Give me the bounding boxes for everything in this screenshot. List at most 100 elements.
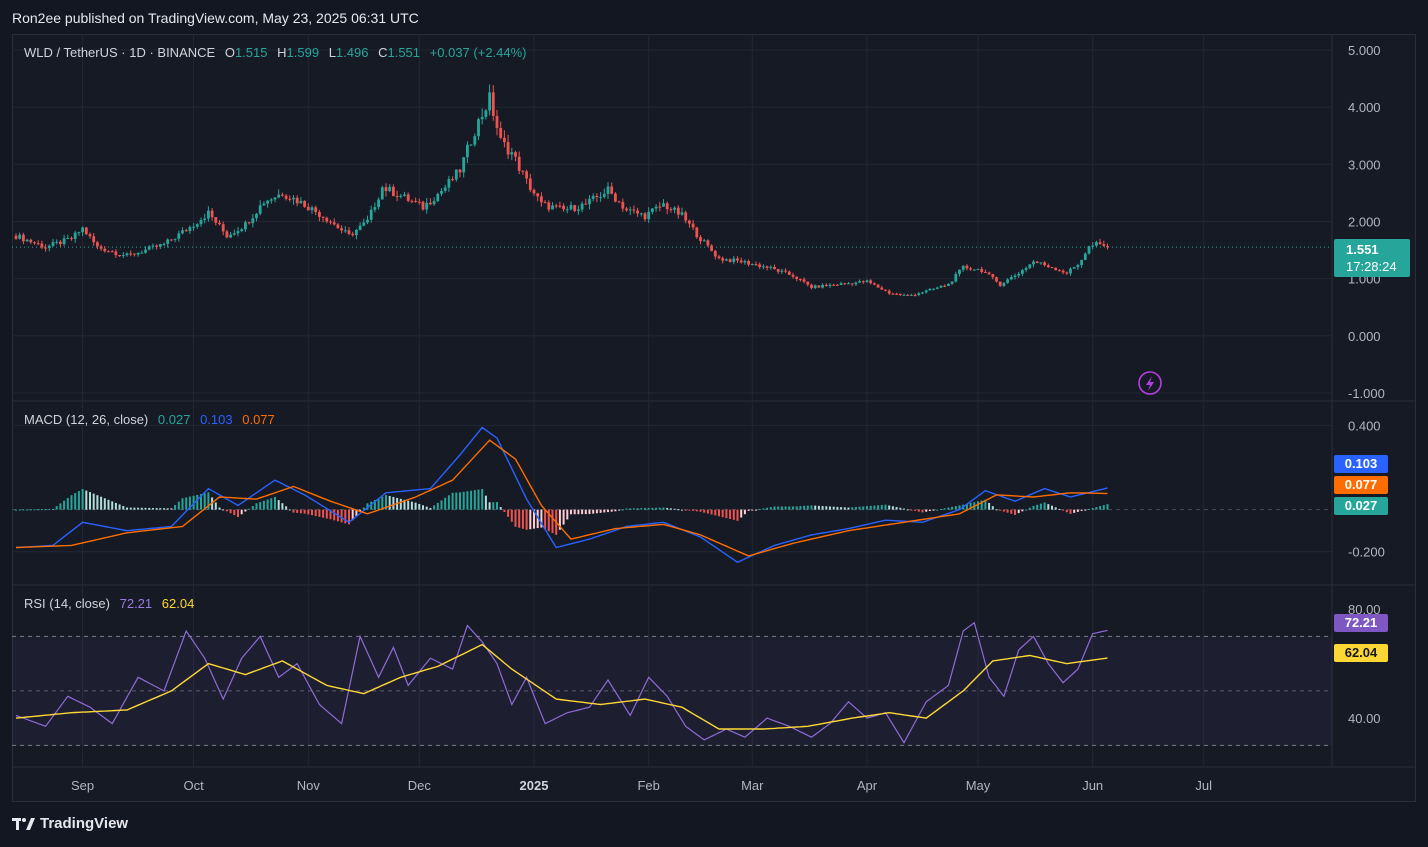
candle-body: [288, 198, 292, 200]
candle-body: [454, 169, 458, 180]
price-y-tick-label: -1.000: [1348, 386, 1385, 401]
candle-body: [133, 253, 136, 255]
candle-body: [573, 205, 577, 211]
signal-line: [15, 439, 1108, 557]
open-value: 1.515: [234, 45, 268, 60]
macd-histogram-bar: [274, 497, 276, 510]
macd-histogram-bar: [399, 498, 402, 510]
candle-body: [1006, 279, 1009, 283]
macd-histogram-bar: [381, 496, 384, 510]
candle-body: [799, 279, 802, 281]
candle-body: [1102, 244, 1106, 246]
tradingview-logo[interactable]: TradingView: [12, 815, 128, 832]
candle-body: [136, 252, 140, 255]
macd-histogram-bar: [914, 509, 917, 511]
macd-histogram-bar: [1039, 503, 1042, 510]
candle-body: [643, 213, 647, 220]
macd-histogram-bar: [170, 508, 173, 510]
candle-body: [699, 237, 702, 242]
macd-histogram-bar: [325, 509, 328, 519]
macd-histogram-bar: [536, 509, 539, 529]
candle-body: [910, 294, 913, 296]
candle-body: [384, 187, 388, 191]
macd-histogram-bar: [133, 507, 136, 510]
candle-body: [284, 195, 288, 199]
candle-body: [950, 281, 954, 284]
candle-body: [229, 234, 232, 238]
candle-body: [395, 195, 399, 197]
macd-histogram-bar: [163, 508, 165, 510]
macd-histogram-bar: [814, 505, 817, 510]
rsi-legend: RSI (14, close) 72.21 62.04: [24, 596, 200, 611]
candle-body: [591, 195, 595, 199]
x-tick-label: Feb: [637, 778, 659, 793]
x-tick-label: Mar: [741, 778, 764, 793]
macd-histogram-bar: [366, 503, 369, 510]
macd-y-tick-label: -0.200: [1348, 545, 1385, 560]
x-tick-label: Nov: [297, 778, 321, 793]
macd-histogram-bar: [632, 508, 635, 510]
macd-histogram-bar: [773, 506, 776, 510]
candle-body: [366, 219, 369, 223]
macd-histogram-bar: [880, 505, 883, 510]
macd-histogram-bar: [66, 497, 69, 510]
macd-histogram-bar: [70, 495, 73, 510]
candle-body: [747, 261, 750, 265]
macd-histogram-bar: [89, 492, 91, 510]
macd-histogram-bar: [762, 508, 765, 510]
candle-body: [710, 245, 713, 251]
macd-histogram-bar: [943, 508, 946, 510]
candle-body: [299, 200, 303, 204]
macd-histogram-bar: [906, 509, 909, 511]
publish-bar: Ron2ee published on TradingView.com, May…: [0, 0, 1428, 34]
candle-body: [913, 294, 917, 296]
macd-histogram-bar: [388, 496, 391, 510]
macd-histogram-bar: [673, 508, 676, 510]
macd-histogram-bar: [1014, 509, 1016, 515]
candle-body: [895, 293, 898, 295]
candle-body: [247, 222, 251, 224]
macd-histogram-bar: [451, 492, 454, 510]
macd-histogram-bar: [81, 489, 84, 510]
macd-histogram-bar: [784, 506, 787, 510]
macd-histogram-bar: [980, 500, 983, 510]
macd-histogram-bar: [577, 509, 580, 515]
candle-body: [662, 203, 665, 207]
candle-body: [791, 274, 795, 277]
macd-histogram-bar: [666, 507, 669, 510]
candle-body: [473, 136, 477, 145]
macd-histogram-bar: [610, 509, 613, 512]
candle-body: [569, 205, 573, 210]
logo-text: TradingView: [40, 815, 129, 832]
chart-canvas[interactable]: Sep Oct Nov Dec 2025 Feb Mar Apr May Jun Jul 5.000 4…: [12, 34, 1416, 802]
macd-histogram-bar: [440, 500, 443, 510]
candle-body: [654, 206, 658, 209]
rsi-ma-line: [15, 643, 1108, 730]
macd-histogram-bar: [85, 490, 88, 510]
candle-body: [850, 283, 854, 285]
macd-histogram-bar: [533, 509, 535, 529]
candle-body: [1017, 273, 1021, 276]
candle-body: [110, 251, 114, 253]
candle-body: [125, 253, 129, 256]
candle-body: [743, 261, 747, 263]
macd-histogram-bar: [1076, 509, 1079, 512]
candle-body: [684, 212, 688, 221]
change-value: +0.037 (+2.44%): [429, 45, 527, 60]
candle-body: [721, 258, 725, 261]
macd-histogram-bar: [48, 509, 51, 510]
macd-histogram-bar: [459, 492, 461, 510]
candle-body: [351, 233, 355, 236]
candle-body: [358, 225, 362, 230]
candle-body: [1043, 262, 1046, 266]
macd-histogram-bar: [714, 509, 717, 516]
macd-histogram-bar: [503, 509, 506, 512]
candle-body: [447, 179, 451, 188]
macd-histogram-bar: [655, 507, 658, 510]
candle-body: [410, 200, 414, 202]
macd-histogram-bar: [699, 509, 702, 512]
candle-body: [417, 201, 421, 203]
candle-body: [676, 207, 680, 215]
macd-line: [15, 426, 1108, 564]
candle-body: [158, 244, 162, 247]
